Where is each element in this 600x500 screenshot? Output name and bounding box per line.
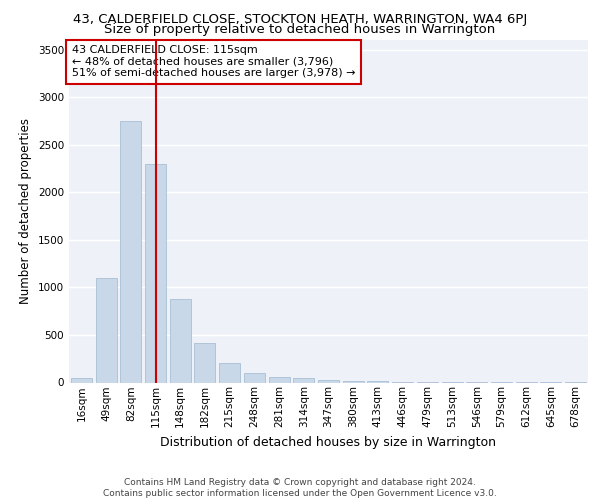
Text: 43, CALDERFIELD CLOSE, STOCKTON HEATH, WARRINGTON, WA4 6PJ: 43, CALDERFIELD CLOSE, STOCKTON HEATH, W… [73, 12, 527, 26]
Text: Contains HM Land Registry data © Crown copyright and database right 2024.
Contai: Contains HM Land Registry data © Crown c… [103, 478, 497, 498]
Bar [244, 373, 265, 382]
Bar [170, 299, 191, 382]
Bar [120, 121, 141, 382]
Bar [95, 278, 116, 382]
Bar [145, 164, 166, 382]
Bar [219, 364, 240, 382]
Bar [194, 344, 215, 382]
X-axis label: Distribution of detached houses by size in Warrington: Distribution of detached houses by size … [161, 436, 497, 448]
Y-axis label: Number of detached properties: Number of detached properties [19, 118, 32, 304]
Bar [367, 381, 388, 382]
Bar [269, 377, 290, 382]
Text: 43 CALDERFIELD CLOSE: 115sqm
← 48% of detached houses are smaller (3,796)
51% of: 43 CALDERFIELD CLOSE: 115sqm ← 48% of de… [71, 45, 355, 78]
Bar [318, 380, 339, 382]
Bar [71, 378, 92, 382]
Bar [293, 378, 314, 382]
Text: Size of property relative to detached houses in Warrington: Size of property relative to detached ho… [104, 24, 496, 36]
Bar [343, 380, 364, 382]
